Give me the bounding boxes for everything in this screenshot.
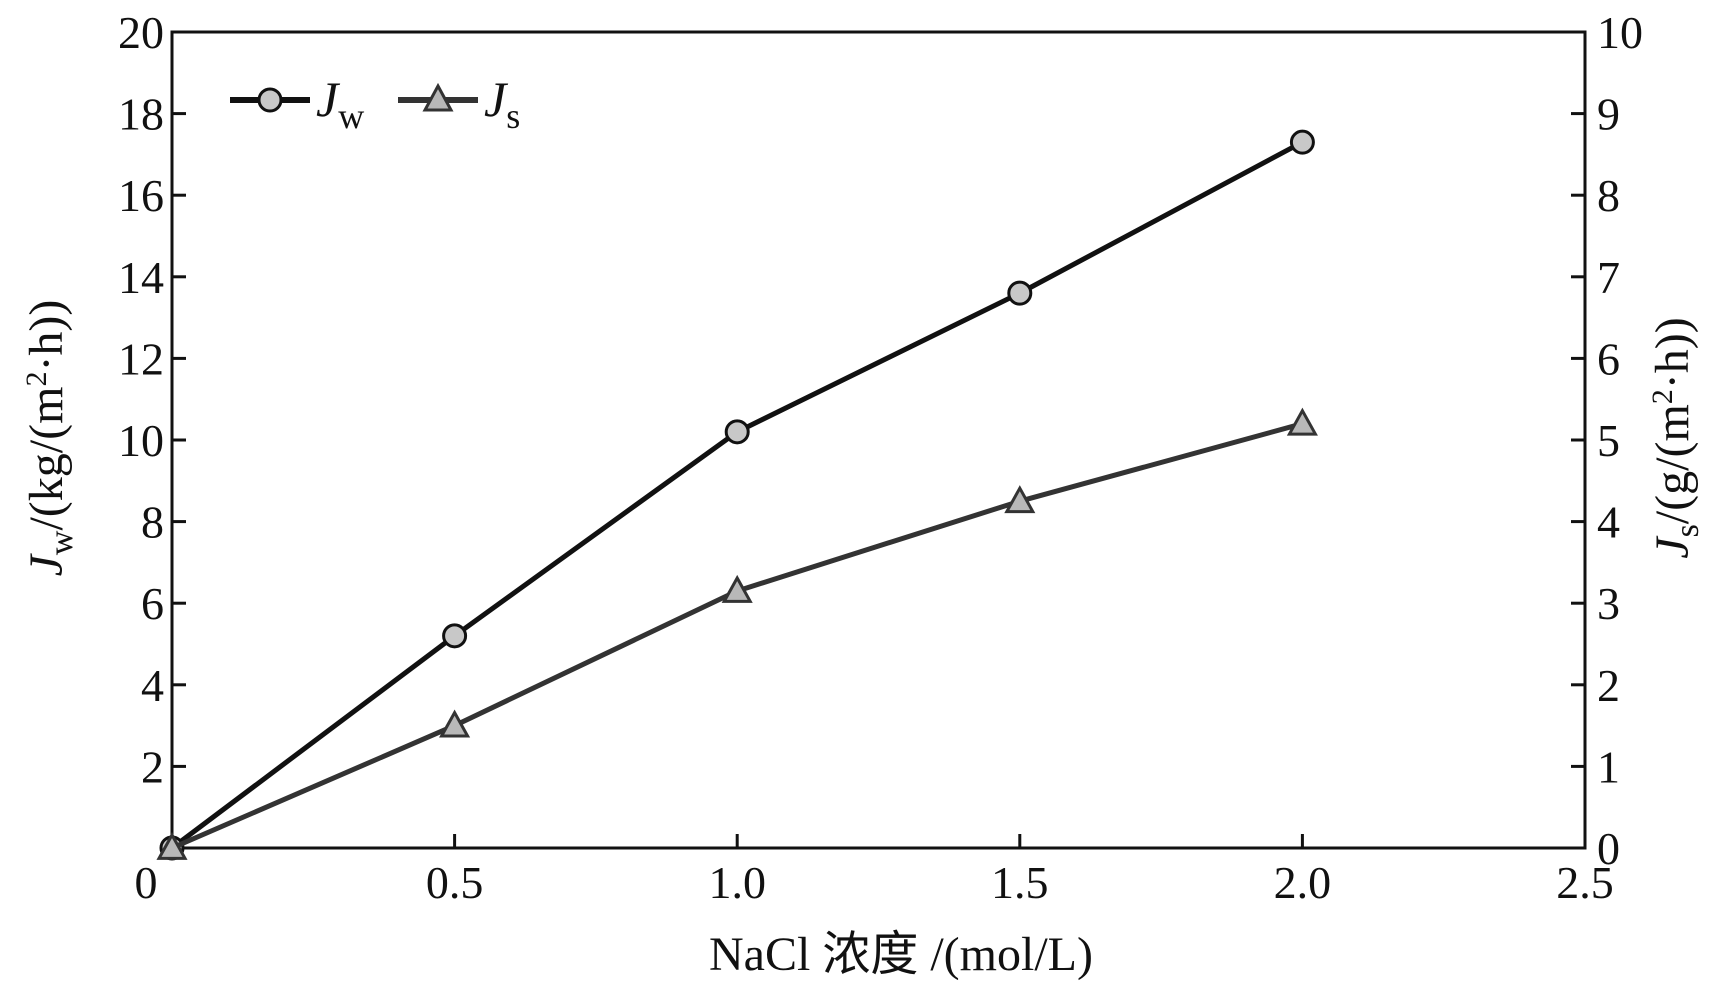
y-left-title-main: J	[20, 552, 73, 576]
y-left-title-end: ·h))	[20, 300, 73, 372]
y-right-tick-label: 4	[1597, 497, 1620, 548]
y-right-tick-label: 0	[1597, 823, 1620, 874]
legend-jw-sub: w	[338, 96, 364, 136]
x-tick-label: 2.0	[1274, 857, 1332, 908]
series-Js-line	[171, 421, 1304, 851]
y-right-tick-label: 2	[1597, 660, 1620, 711]
legend-js-label: Js	[484, 71, 520, 136]
legend: Jw Js	[230, 71, 520, 136]
x-tick-label: 1.0	[708, 857, 766, 908]
y-left-title-sub: w	[43, 530, 80, 555]
y-left-tick-label: 6	[141, 578, 164, 629]
series-Js-point	[721, 574, 753, 603]
x-tick-label: 0.5	[426, 857, 484, 908]
legend-js-marker	[422, 82, 454, 112]
y-right-tick-label: 1	[1597, 741, 1620, 792]
series-Jw-point	[724, 419, 750, 445]
y-right-tick-label: 9	[1597, 89, 1620, 140]
x-tick-label: 2.5	[1556, 857, 1614, 908]
y-right-title-end: ·h))	[1646, 317, 1699, 389]
y-right-tick-label: 3	[1597, 578, 1620, 629]
legend-jw-marker	[257, 87, 283, 113]
x-tick-label: 0	[135, 857, 158, 908]
y-left-tick-label: 10	[118, 415, 164, 466]
plot-frame	[170, 30, 1587, 850]
y-right-tick-label: 10	[1597, 7, 1643, 58]
y-left-tick-label: 14	[118, 252, 164, 303]
y-left-tick-label: 20	[118, 7, 164, 58]
y-left-title-sup: 2	[20, 372, 53, 387]
series-Jw-point	[1289, 129, 1315, 155]
y-right-tick-label: 6	[1597, 333, 1620, 384]
legend-js-main: J	[484, 71, 509, 127]
plot-border	[170, 30, 1587, 850]
legend-jw-main: J	[316, 71, 341, 127]
y-left-tick-label: 8	[141, 497, 164, 548]
series-Jw-point	[1007, 280, 1033, 306]
legend-js-sub: s	[506, 96, 520, 136]
y-left-axis-ticks: 2 4 6 8 10 12 14 16 18 20	[118, 7, 186, 792]
legend-jw-label: Jw	[316, 71, 364, 136]
x-axis-ticks: 0 0.5 1.0 1.5 2.0 2.5	[135, 834, 1614, 908]
y-right-tick-label: 8	[1597, 170, 1620, 221]
series-Js-point	[156, 831, 188, 860]
series-Js-point	[1286, 407, 1318, 436]
y-left-title-unit: /(kg/(m	[20, 387, 73, 531]
x-axis-title: NaCl 浓度 /(mol/L)	[709, 928, 1093, 981]
x-tick-label: 1.5	[991, 857, 1049, 908]
y-right-title-unit: /(g/(m	[1646, 404, 1699, 524]
y-left-axis-title: Jw/(kg/(m2·h))	[20, 300, 80, 577]
y-left-tick-label: 2	[141, 741, 164, 792]
y-right-title-sub: s	[1669, 524, 1706, 537]
series-Js-point	[439, 709, 471, 738]
series-layer	[156, 129, 1318, 861]
series-Jw-line	[170, 139, 1304, 850]
y-right-axis-title: Js/(g/(m2·h))	[1646, 317, 1706, 558]
y-left-tick-label: 16	[118, 170, 164, 221]
y-right-title-sup: 2	[1646, 389, 1679, 404]
y-right-title-main: J	[1646, 535, 1699, 559]
y-right-tick-label: 7	[1597, 252, 1620, 303]
y-right-axis-ticks: 0 1 2 3 4 5 6 7 8 9 10	[1571, 7, 1643, 874]
series-Js-point	[1004, 485, 1036, 514]
y-left-tick-label: 12	[118, 333, 164, 384]
y-left-tick-label: 4	[141, 660, 164, 711]
y-right-tick-label: 5	[1597, 415, 1620, 466]
y-left-tick-label: 18	[118, 89, 164, 140]
series-Jw-point	[442, 623, 468, 649]
